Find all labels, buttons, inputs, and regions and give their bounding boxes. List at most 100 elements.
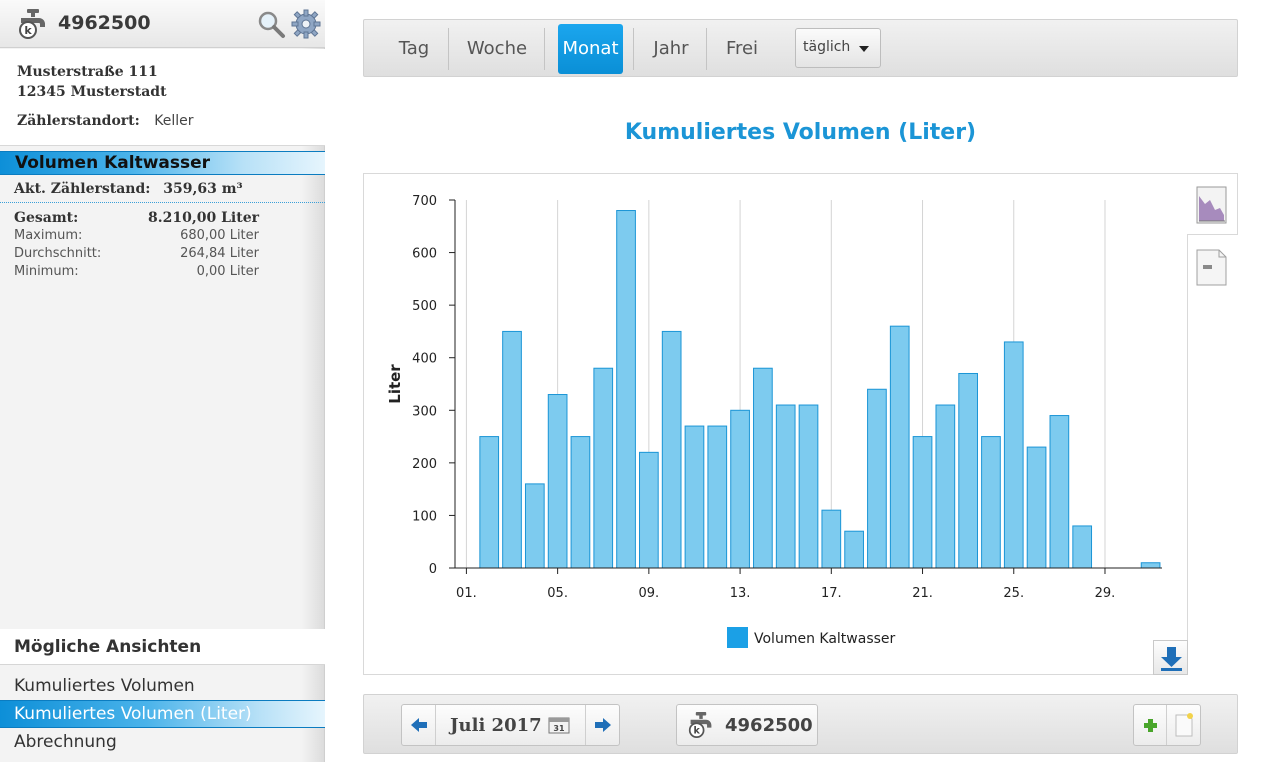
stat-minimum: Minimum: 0,00 Liter [14,264,259,282]
address-street: Musterstraße 111 [17,64,158,80]
interval-value: täglich [803,39,851,55]
tab-day[interactable]: Tag [398,38,430,59]
meter-badge-number: 4962500 [725,715,813,736]
bar [844,530,864,569]
reading-label: Akt. Zählerstand: [14,181,151,197]
stat-value: 680,00 Liter [180,228,259,243]
table-view-button[interactable] [1187,239,1238,301]
arrow-right-icon [595,718,611,732]
bar [867,388,887,569]
bar [547,394,568,569]
add-button[interactable] [1134,705,1167,745]
reading-value: 359,63 m³ [163,181,243,197]
views-title: Mögliche Ansichten [0,629,325,665]
note-button[interactable] [1167,705,1200,745]
address-city: 12345 Musterstadt [17,84,167,100]
stat-label: Durchschnitt: [14,246,102,261]
meter-number: 4962500 [58,12,151,34]
stat-value: 0,00 Liter [196,264,259,279]
tab-week[interactable]: Woche [466,38,528,59]
bottom-bar: Juli 2017 31 k 4962500 [363,694,1238,754]
location-label: Zählerstandort: [17,113,140,129]
tab-separator [633,28,634,70]
x-tick-label: 25. [1003,586,1024,601]
note-icon [1175,713,1193,737]
tab-year[interactable]: Jahr [653,38,689,59]
x-tick-label: 05. [547,586,568,601]
action-group [1133,704,1201,746]
view-item-cumulative-volume-liter[interactable]: Kumuliertes Volumen (Liter) [0,700,325,728]
y-tick-label: 400 [412,352,437,367]
chart-view-button[interactable] [1187,173,1238,235]
bar [958,372,978,569]
bar [1049,415,1070,569]
bar [889,325,910,569]
x-tick-label: 17. [821,586,842,601]
tab-separator [448,28,449,70]
water-meter-icon: k [19,9,45,39]
x-tick-label: 29. [1095,586,1116,601]
period-label: Juli 2017 [450,715,542,736]
volume-section-header: Volumen Kaltwasser [0,151,325,175]
stat-maximum: Maximum: 680,00 Liter [14,228,259,246]
x-tick-label: 01. [456,586,477,601]
stat-total: Gesamt: 8.210,00 Liter [14,210,259,228]
legend-label: Volumen Kaltwasser [754,631,896,647]
bar [730,409,750,569]
bar [981,436,1001,569]
stat-average: Durchschnitt: 264,84 Liter [14,246,259,264]
gear-icon[interactable] [291,9,321,39]
view-item-cumulative-volume[interactable]: Kumuliertes Volumen [14,676,195,696]
interval-select[interactable]: täglich [795,28,881,68]
bar [935,404,956,569]
views-list: Kumuliertes Volumen Kumuliertes Volumen … [0,672,325,756]
previous-period-button[interactable] [402,705,436,745]
bar [593,367,614,569]
bar [524,483,545,569]
stat-label: Minimum: [14,264,79,279]
x-tick-label: 13. [730,586,751,601]
statistics: Gesamt: 8.210,00 Liter Maximum: 680,00 L… [14,210,259,282]
x-tick-label: 09. [639,586,660,601]
chart-title: Kumuliertes Volumen (Liter) [624,120,977,145]
x-tick-label: 21. [912,586,933,601]
bar [798,404,819,569]
next-period-button[interactable] [585,705,619,745]
period-toolbar: Tag Woche Monat Jahr Frei täglich [363,19,1238,77]
y-tick-label: 0 [429,562,437,577]
view-item-billing[interactable]: Abrechnung [14,732,117,752]
y-tick-label: 500 [412,299,437,314]
y-tick-label: 300 [412,404,437,419]
y-axis-label: Liter [386,364,404,404]
bar [821,509,842,569]
search-icon[interactable] [256,9,286,39]
period-navigator: Juli 2017 31 [401,704,620,746]
tab-free[interactable]: Frei [725,38,759,59]
stat-value: 264,84 Liter [180,246,259,261]
svg-text:k: k [24,24,32,37]
download-icon [1161,647,1182,671]
bar [912,436,933,569]
bar [479,436,500,569]
svg-text:k: k [693,726,700,737]
bar [707,425,728,569]
sidebar: k 4962500 [0,0,325,762]
bar [502,330,522,569]
calendar-icon[interactable]: 31 [547,714,571,736]
y-tick-label: 100 [412,509,437,524]
bar [753,367,773,569]
meter-location: Zählerstandort: Keller [17,113,325,129]
bar [1140,562,1161,569]
legend-swatch [727,627,748,648]
tab-month[interactable]: Monat [558,24,623,74]
download-button[interactable] [1153,640,1188,675]
current-reading: Akt. Zählerstand: 359,63 m³ [0,176,325,203]
stat-label: Maximum: [14,228,83,243]
meter-badge[interactable]: k 4962500 [676,704,818,746]
address-box: Musterstraße 111 12345 Musterstadt Zähle… [0,49,325,146]
water-meter-icon: k [688,712,712,738]
bar [639,451,659,569]
y-tick-label: 600 [412,247,437,262]
tab-separator [544,28,545,70]
